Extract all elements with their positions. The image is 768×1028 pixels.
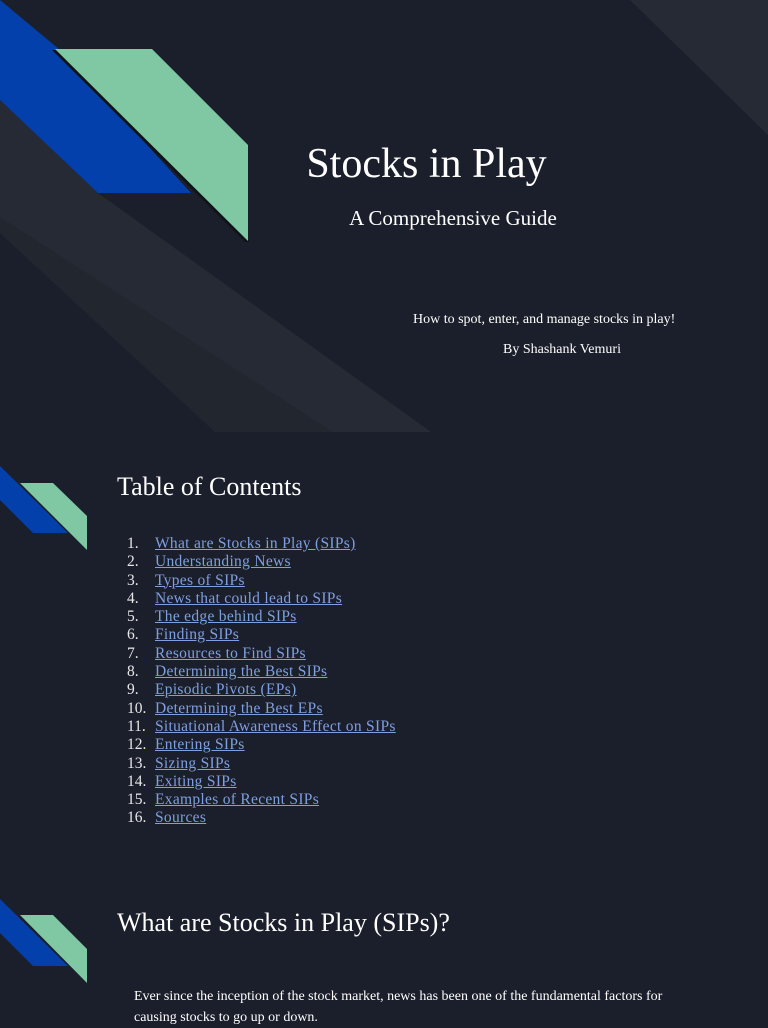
toc-item-number: 6.: [117, 626, 155, 644]
blue-stripe-small: [0, 899, 68, 966]
toc-number-text: 16.: [127, 809, 147, 827]
toc-number-text: 3.: [127, 571, 139, 589]
toc-number-text: 10.: [127, 699, 147, 717]
presentation-title: Stocks in Play: [306, 141, 547, 187]
toc-heading: Table of Contents: [117, 472, 302, 501]
toc-item-number: 9.: [117, 681, 155, 699]
toc-link[interactable]: What are Stocks in Play (SIPs): [155, 535, 356, 552]
background-corner: [630, 0, 768, 135]
toc-number-text: 7.: [127, 644, 139, 662]
toc-item: 15. Examples of Recent SIPs: [117, 791, 396, 809]
toc-item: 2. Understanding News: [117, 553, 396, 571]
toc-item-number: 4.: [117, 590, 155, 608]
toc-link[interactable]: Entering SIPs: [155, 736, 245, 754]
toc-number-text: 14.: [127, 772, 147, 790]
toc-number-text: 15.: [127, 791, 147, 809]
toc-link[interactable]: The edge behind SIPs: [155, 608, 297, 626]
toc-item-number: 2.: [117, 553, 155, 571]
toc-item: 1. What are Stocks in Play (SIPs): [117, 535, 396, 553]
section-heading: What are Stocks in Play (SIPs)?: [117, 908, 450, 937]
table-of-contents: 1. What are Stocks in Play (SIPs) 2. Unders…: [117, 535, 396, 828]
toc-item: 7. Resources to Find SIPs: [117, 645, 396, 663]
toc-number-text: 12.: [127, 736, 147, 754]
toc-item: 12. Entering SIPs: [117, 736, 396, 754]
green-stripe-small: [20, 915, 87, 983]
toc-item: 10. Determining the Best EPs: [117, 700, 396, 718]
toc-item-number: 8.: [117, 663, 155, 681]
toc-number-text: 13.: [127, 754, 147, 772]
green-stripe-shadow: [52, 50, 250, 242]
toc-item-number: 10.: [117, 700, 155, 718]
toc-number-text: 11.: [127, 717, 146, 735]
toc-item: 3. Types of SIPs: [117, 572, 396, 590]
toc-number-text: 2.: [127, 553, 139, 571]
toc-link[interactable]: Situational Awareness Effect on SIPs: [155, 717, 396, 735]
toc-item: 9. Episodic Pivots (EPs): [117, 681, 396, 699]
toc-number-text: 8.: [127, 663, 139, 681]
toc-link[interactable]: Determining the Best SIPs: [155, 663, 328, 681]
toc-number-text: 4.: [127, 589, 139, 607]
toc-link[interactable]: News that could lead to SIPs: [155, 589, 343, 607]
toc-number-text: 6.: [127, 626, 139, 644]
blue-stripe-small: [0, 466, 68, 533]
toc-number-text: 1.: [127, 535, 139, 552]
presentation-subtitle: A Comprehensive Guide: [349, 206, 557, 230]
toc-link[interactable]: Finding SIPs: [155, 626, 240, 644]
body-paragraph: Ever since the inception of the stock ma…: [134, 989, 663, 1025]
toc-link[interactable]: Episodic Pivots (EPs): [155, 681, 297, 699]
author: By Shashank Vemuri: [503, 342, 621, 357]
toc-number-text: 5.: [127, 608, 139, 626]
toc-item: 14. Exiting SIPs: [117, 773, 396, 791]
green-stripe: [55, 49, 248, 241]
toc-item-number: 1.: [117, 535, 155, 553]
toc-item-number: 16.: [117, 809, 155, 827]
green-stripe-small: [20, 483, 87, 550]
toc-item-number: 12.: [117, 736, 155, 754]
toc-link[interactable]: Types of SIPs: [155, 571, 245, 589]
toc-number-text: 9.: [127, 681, 139, 699]
toc-item-number: 5.: [117, 608, 155, 626]
toc-item: 16. Sources: [117, 809, 396, 827]
toc-item: 8. Determining the Best SIPs: [117, 663, 396, 681]
toc-link[interactable]: Resources to Find SIPs: [155, 644, 306, 662]
toc-link[interactable]: Sizing SIPs: [155, 754, 231, 772]
toc-item: 13. Sizing SIPs: [117, 755, 396, 773]
background-band-stripe: [0, 217, 333, 432]
toc-item-number: 13.: [117, 755, 155, 773]
toc-link[interactable]: Exiting SIPs: [155, 772, 237, 790]
toc-item-number: 15.: [117, 791, 155, 809]
toc-item-number: 11.: [117, 718, 155, 736]
toc-item-number: 7.: [117, 645, 155, 663]
toc-item: 5. The edge behind SIPs: [117, 608, 396, 626]
toc-link[interactable]: Examples of Recent SIPs: [155, 791, 320, 809]
toc-link[interactable]: Sources: [155, 809, 207, 827]
blue-stripe: [0, 0, 191, 193]
toc-link[interactable]: Determining the Best EPs: [155, 699, 323, 717]
toc-item-number: 14.: [117, 773, 155, 791]
tagline: How to spot, enter, and manage stocks in…: [413, 312, 676, 327]
toc-link[interactable]: Understanding News: [155, 553, 291, 571]
toc-item: 11. Situational Awareness Effect on SIPs: [117, 718, 396, 736]
toc-item: 4. News that could lead to SIPs: [117, 590, 396, 608]
toc-item-number: 3.: [117, 572, 155, 590]
toc-item: 6. Finding SIPs: [117, 626, 396, 644]
